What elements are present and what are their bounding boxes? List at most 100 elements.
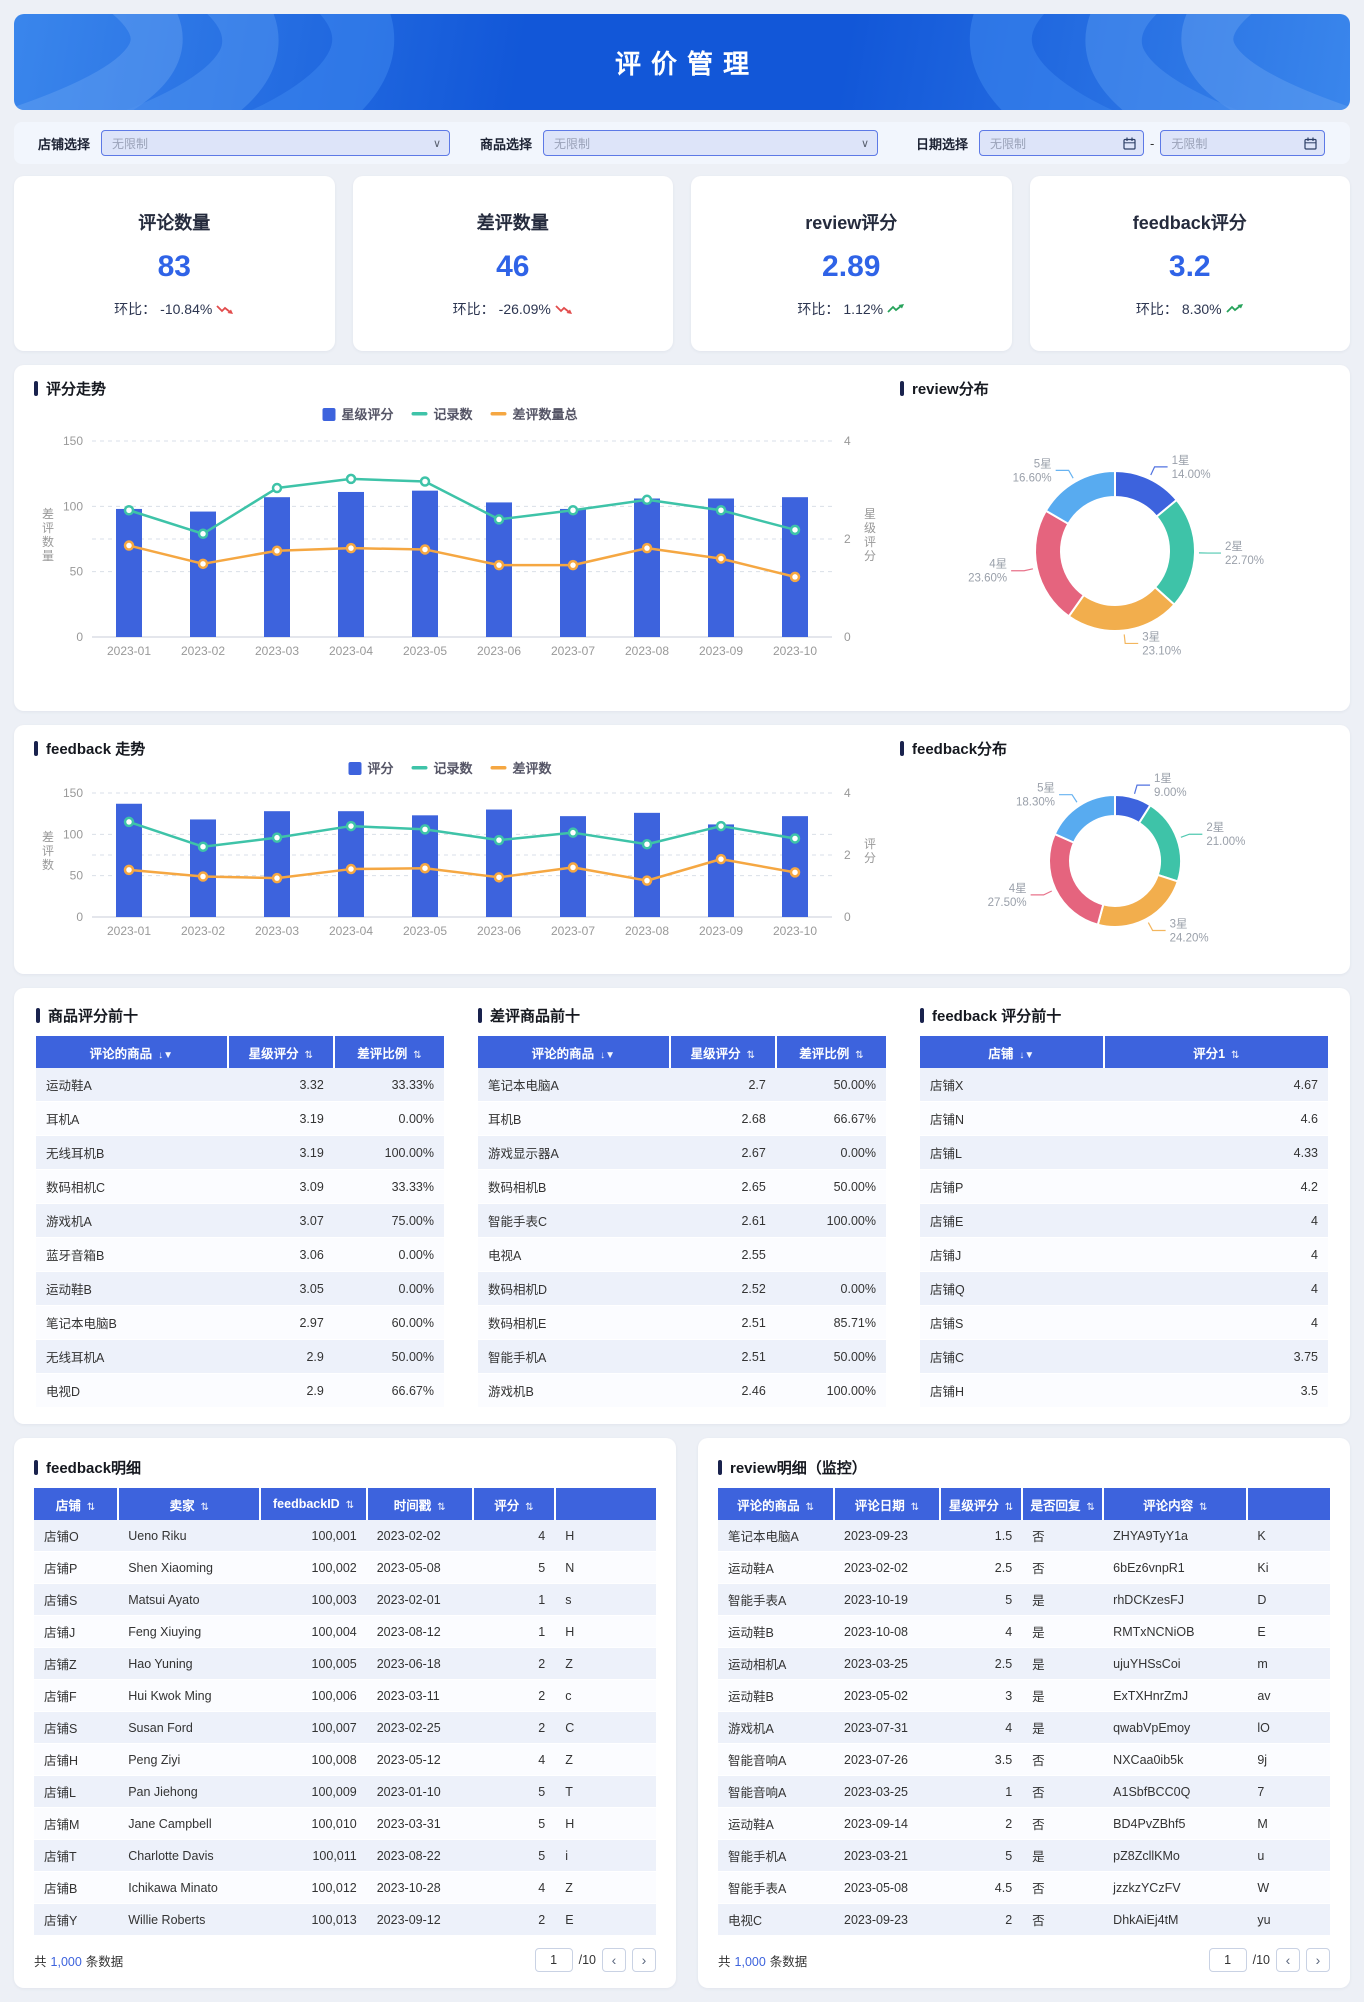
table-row: 智能音响A 2023-07-26 3.5 否 NXCaa0ib5k 9j (718, 1743, 1330, 1776)
next-page-button[interactable]: › (632, 1948, 656, 1972)
cell: 智能音响A (718, 1775, 835, 1808)
column-header[interactable]: 评分 ⇅ (471, 1488, 556, 1520)
column-header[interactable]: 店铺 ↓▼ (920, 1036, 1104, 1068)
legend-item[interactable]: 记录数 (411, 407, 474, 422)
cell: 5 (472, 1775, 556, 1808)
legend-item[interactable]: 差评数量总 (490, 407, 578, 422)
column-header[interactable]: 评分1 ⇅ (1102, 1036, 1328, 1068)
page-number-input[interactable] (534, 1948, 573, 1972)
donut-slice[interactable] (1067, 585, 1176, 632)
cell: 是 (1022, 1839, 1104, 1872)
cell: 数码相机E (478, 1305, 670, 1340)
sort-icon[interactable]: ⇅ (200, 1501, 209, 1513)
sort-icon[interactable]: ⇅ (304, 1049, 313, 1061)
sort-icon[interactable]: ⇅ (805, 1501, 814, 1513)
review-charts-card: 评分走势 0 50 100 150 0 2 4 差评数量 星级评分 2023-01 2023-02 2… (14, 365, 1350, 711)
cell: 否 (1022, 1807, 1104, 1840)
sort-icon[interactable]: ⇅ (437, 1501, 446, 1513)
product-select[interactable]: 无限制 ∨ (543, 130, 879, 156)
column-header[interactable]: 评论的商品 ↓▼ (478, 1036, 670, 1068)
cell: 耳机A (36, 1101, 228, 1136)
sort-icon[interactable]: ⇅ (855, 1049, 864, 1061)
rank-table-title: feedback 评分前十 (920, 1004, 1328, 1026)
kpi-title: review评分 (805, 212, 898, 233)
svg-text:2023-05: 2023-05 (403, 644, 447, 658)
prev-page-button[interactable]: ‹ (1276, 1948, 1300, 1972)
column-header[interactable]: 评论的商品 ↓▼ (36, 1036, 228, 1068)
sort-icon[interactable]: ⇅ (345, 1500, 355, 1511)
donut-slice[interactable] (1044, 469, 1116, 526)
column-header[interactable]: 评论的商品 ⇅ (718, 1488, 835, 1520)
legend-item[interactable]: 记录数 (411, 761, 474, 776)
column-header[interactable]: 店铺 ⇅ (34, 1488, 119, 1520)
column-header[interactable]: 是否回复 ⇅ (1021, 1488, 1104, 1520)
detail-table: 评论的商品 ⇅ 评论日期 ⇅ 星级评分 ⇅ 是否回复 ⇅ 评论内容 ⇅ 笔记本电脑A 2023-09-… (718, 1488, 1330, 1936)
column-header[interactable]: 星级评分 ⇅ (938, 1488, 1023, 1520)
column-header[interactable] (554, 1488, 656, 1520)
sort-icon[interactable]: ⇅ (1199, 1501, 1208, 1513)
svg-text:150: 150 (63, 434, 83, 448)
cell: 2023-09-12 (366, 1903, 473, 1936)
kpi-change: 环比： 1.12% (797, 299, 905, 319)
chevron-down-icon: ∨ (432, 137, 442, 150)
cell: 5 (939, 1839, 1023, 1872)
sort-icon[interactable]: ⇅ (86, 1501, 96, 1513)
date-start-input[interactable]: 无限制 (979, 130, 1145, 156)
feedback-charts-card: feedback 走势 0 50 100 150 0 2 4 差评数 评分 2023-01 2023… (14, 725, 1350, 974)
column-header[interactable]: 差评比例 ⇅ (332, 1036, 444, 1068)
cell: 2023-03-25 (834, 1775, 940, 1808)
cell: 3.19 (227, 1101, 334, 1136)
cell: 100,005 (260, 1647, 367, 1680)
column-header[interactable]: 评论内容 ⇅ (1102, 1488, 1248, 1520)
donut-slice[interactable] (1153, 498, 1196, 607)
column-header[interactable] (1246, 1488, 1330, 1520)
column-header[interactable]: 评论日期 ⇅ (833, 1488, 940, 1520)
donut-slice[interactable] (1034, 509, 1086, 618)
cell: 100,002 (260, 1551, 367, 1584)
cell: 游戏机B (478, 1373, 670, 1408)
legend-item[interactable]: 评分 (348, 761, 394, 776)
sort-icon[interactable]: ⇅ (746, 1049, 755, 1061)
sort-icon[interactable]: ⇅ (525, 1501, 534, 1513)
legend-item[interactable]: 星级评分 (322, 407, 394, 422)
date-select-label: 日期选择 (916, 136, 969, 152)
column-header[interactable]: 时间戳 ⇅ (365, 1488, 473, 1520)
cell: Z (555, 1743, 656, 1776)
prev-page-button[interactable]: ‹ (602, 1948, 626, 1972)
sort-icon[interactable]: ⇅ (1231, 1049, 1240, 1061)
donut-slice[interactable] (1048, 832, 1105, 926)
shop-select[interactable]: 无限制 ∨ (101, 130, 451, 156)
donut-slice[interactable] (1137, 803, 1182, 883)
column-header[interactable]: 星级评分 ⇅ (668, 1036, 776, 1068)
legend-item[interactable]: 差评数 (490, 761, 553, 776)
cell: 2023-05-02 (834, 1679, 940, 1712)
table-row: 游戏显示器A 2.67 0.00% (478, 1135, 886, 1170)
sort-icon[interactable]: ↓▼ (158, 1049, 174, 1061)
column-header[interactable]: 星级评分 ⇅ (226, 1036, 334, 1068)
cell: 智能手机A (718, 1839, 835, 1872)
sort-icon[interactable]: ⇅ (413, 1049, 422, 1061)
sort-icon[interactable]: ⇅ (1004, 1501, 1014, 1513)
column-header[interactable]: 卖家 ⇅ (117, 1488, 261, 1520)
sort-icon[interactable]: ↓▼ (1019, 1049, 1035, 1061)
rank-table-block: feedback 评分前十 店铺 ↓▼ 评分1 ⇅ 店铺X 4.67 店铺N 4.6 店铺L 4.3… (920, 1004, 1328, 1408)
donut-slice[interactable] (1053, 793, 1116, 844)
table-row: 店铺S Matsui Ayato 100,003 2023-02-01 1 s (34, 1583, 656, 1616)
sort-icon[interactable]: ⇅ (1086, 1501, 1095, 1513)
date-end-input[interactable]: 无限制 (1160, 130, 1326, 156)
page-number-input[interactable] (1208, 1948, 1247, 1972)
next-page-button[interactable]: › (1306, 1948, 1330, 1972)
cell: Willie Roberts (118, 1903, 261, 1936)
cell: 4 (939, 1711, 1023, 1744)
sort-icon[interactable]: ↓▼ (600, 1049, 616, 1061)
column-header[interactable]: feedbackID ⇅ (259, 1488, 367, 1520)
detail-table-title: feedback明细 (34, 1456, 656, 1478)
cell: 3.09 (227, 1169, 334, 1204)
column-header[interactable]: 差评比例 ⇅ (774, 1036, 886, 1068)
donut-slice[interactable] (1096, 873, 1180, 928)
cell: 2.9 (227, 1339, 334, 1374)
sort-icon[interactable]: ⇅ (910, 1501, 920, 1513)
